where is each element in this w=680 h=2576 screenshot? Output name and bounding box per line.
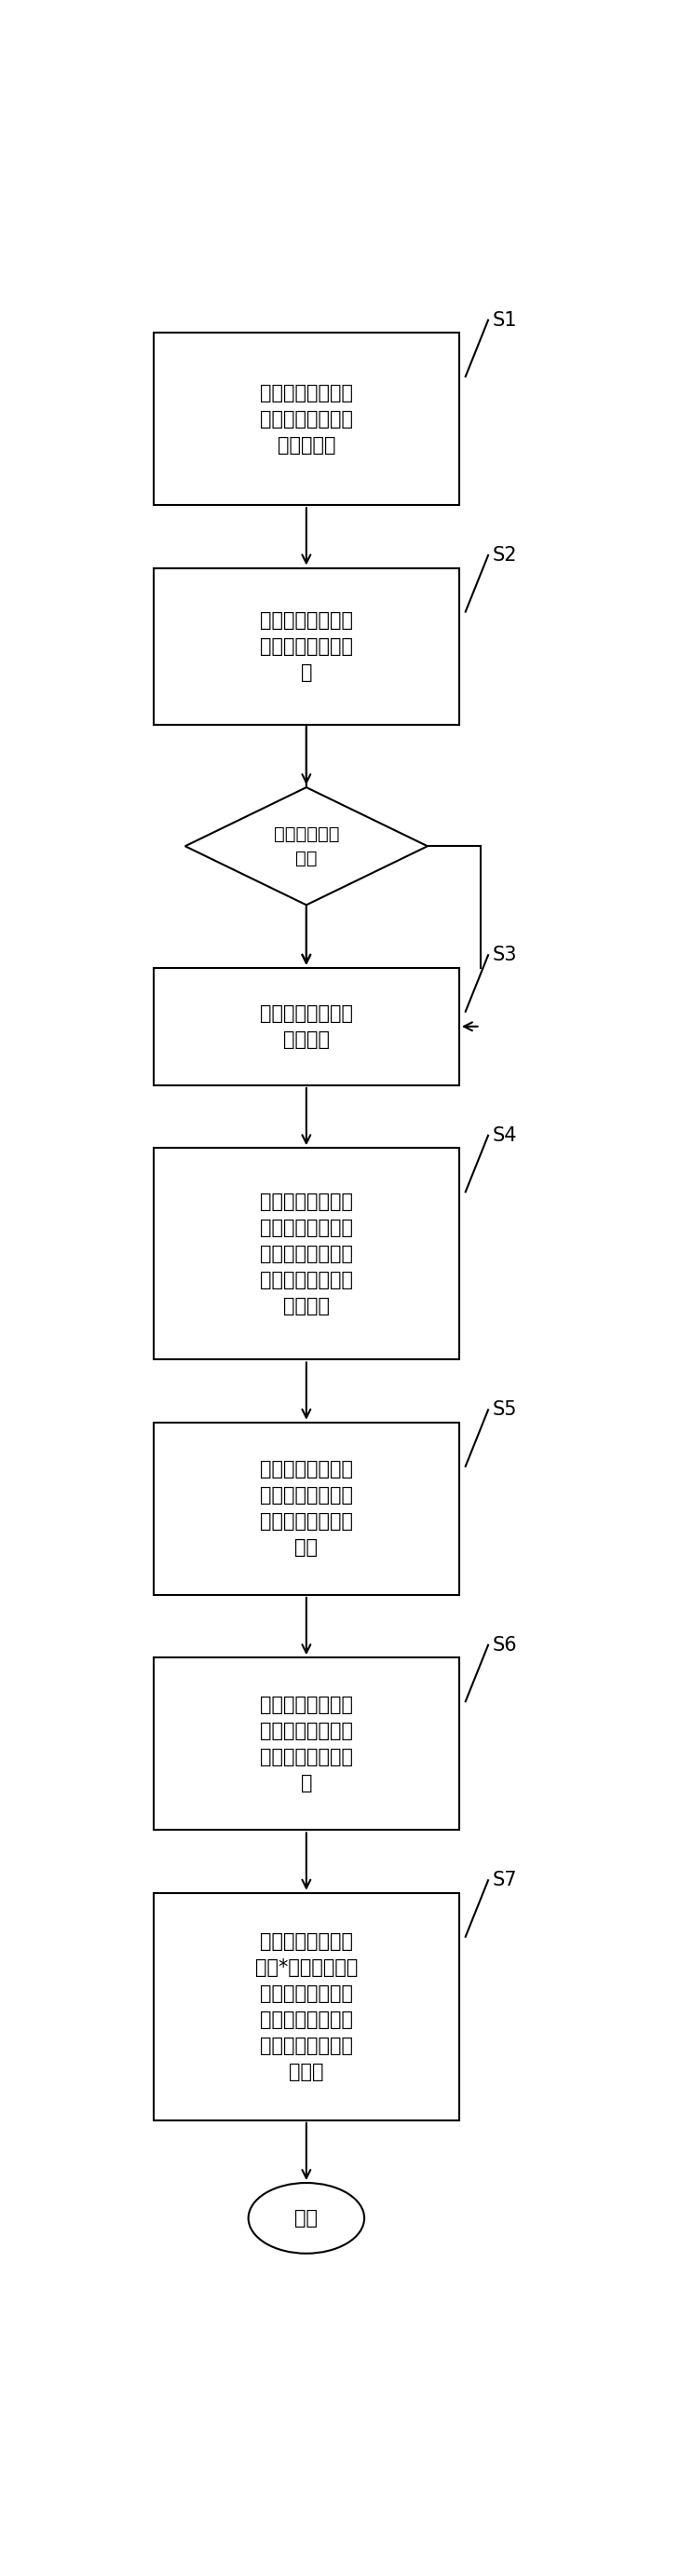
Text: S1: S1 — [492, 312, 517, 330]
Text: 计算出变压器渗漏
油面积检测仪与渗
漏油区域之间的距
离: 计算出变压器渗漏 油面积检测仪与渗 漏油区域之间的距 离 — [260, 1695, 353, 1793]
Ellipse shape — [248, 2182, 364, 2254]
Text: S6: S6 — [492, 1636, 517, 1654]
FancyBboxPatch shape — [154, 1656, 459, 1829]
Text: S3: S3 — [492, 945, 517, 963]
Text: 切换到所述单点荧
光激发源: 切换到所述单点荧 光激发源 — [260, 1005, 353, 1048]
Text: 是否有渗漏油
区域: 是否有渗漏油 区域 — [273, 824, 339, 868]
Text: S2: S2 — [492, 546, 517, 564]
Text: S7: S7 — [492, 1870, 517, 1891]
Text: 环形荧光激发源发
出的紫外线照射到
变压器本体: 环形荧光激发源发 出的紫外线照射到 变压器本体 — [260, 384, 353, 453]
Text: S4: S4 — [492, 1126, 517, 1144]
Text: 将漏油图像的面积
（长*宽）设为参考
面积，将参考面积
内左下点设为基准
点，计算漏油图像
的面积: 将漏油图像的面积 （长*宽）设为参考 面积，将参考面积 内左下点设为基准 点，计… — [255, 1932, 358, 2081]
Polygon shape — [185, 788, 428, 904]
FancyBboxPatch shape — [154, 1893, 459, 2120]
FancyBboxPatch shape — [154, 567, 459, 724]
FancyBboxPatch shape — [154, 1422, 459, 1595]
Text: 结束: 结束 — [294, 2208, 318, 2228]
Text: 荧光探测器获取变
压器本体的荧光信
号: 荧光探测器获取变 压器本体的荧光信 号 — [260, 611, 353, 683]
Text: S5: S5 — [492, 1401, 517, 1419]
Text: 根据渗漏油区域边
缘荧光点对应转化
为坐标，生成漏油
图像: 根据渗漏油区域边 缘荧光点对应转化 为坐标，生成漏油 图像 — [260, 1461, 353, 1556]
FancyBboxPatch shape — [154, 1149, 459, 1360]
FancyBboxPatch shape — [154, 969, 459, 1084]
Text: 主控板根据荧光探
测器前后扫描周期
内荧光信号的变化
，准确识别渗漏油
区域轮廓: 主控板根据荧光探 测器前后扫描周期 内荧光信号的变化 ，准确识别渗漏油 区域轮廓 — [260, 1193, 353, 1316]
FancyBboxPatch shape — [154, 332, 459, 505]
